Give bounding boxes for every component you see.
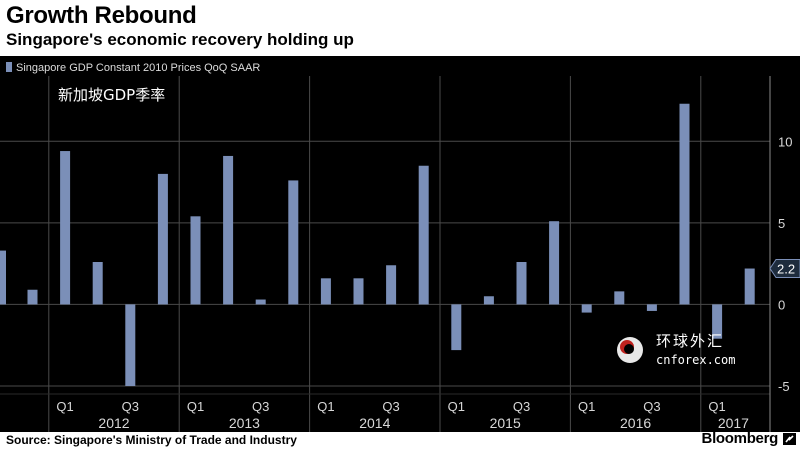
bar xyxy=(451,304,462,351)
year-label: 2013 xyxy=(229,415,260,431)
bar xyxy=(712,304,723,339)
x-tick-label: Q1 xyxy=(578,399,595,414)
watermark-logo-inner-icon xyxy=(624,344,634,354)
bar xyxy=(255,299,266,305)
y-tick-label: 5 xyxy=(778,216,785,231)
chart-subtitle: Singapore's economic recovery holding up xyxy=(6,30,354,49)
bar xyxy=(483,296,494,305)
source-note: Source: Singapore's Ministry of Trade an… xyxy=(6,433,297,447)
x-tick-label: Q1 xyxy=(56,399,73,414)
year-label: 2014 xyxy=(359,415,390,431)
x-tick-label: Q3 xyxy=(382,399,399,414)
bar xyxy=(353,278,364,305)
bar xyxy=(157,173,168,305)
bar xyxy=(614,291,625,305)
x-tick-label: Q3 xyxy=(643,399,660,414)
latest-value-label: 2.2 xyxy=(777,262,795,277)
bar xyxy=(60,151,71,305)
year-label: 2016 xyxy=(620,415,651,431)
x-tick-label: Q1 xyxy=(187,399,204,414)
bar xyxy=(516,262,527,305)
bar xyxy=(320,278,331,305)
bar xyxy=(549,221,560,305)
y-tick-label: 10 xyxy=(778,134,792,149)
y-tick-label: -5 xyxy=(778,379,790,394)
bar xyxy=(190,216,201,305)
bar xyxy=(679,103,690,305)
bar xyxy=(646,304,657,311)
bloomberg-logo-text: Bloomberg xyxy=(701,430,779,447)
bloomberg-mark-icon xyxy=(783,433,796,445)
bar xyxy=(223,155,234,305)
watermark-chinese: 环球外汇 xyxy=(656,332,724,350)
watermark-site: cnforex.com xyxy=(656,353,735,367)
bar xyxy=(386,265,397,305)
x-tick-label: Q1 xyxy=(448,399,465,414)
bar-partial xyxy=(0,250,6,305)
x-tick-label: Q1 xyxy=(708,399,725,414)
year-label: 2017 xyxy=(718,415,749,431)
x-tick-label: Q3 xyxy=(252,399,269,414)
x-tick-label: Q1 xyxy=(317,399,334,414)
bar xyxy=(125,304,136,386)
year-label: 2012 xyxy=(98,415,129,431)
bar-chart: -5 0 5 10 2.2 Singapore GDP Constant 2010 Pri… xyxy=(0,62,800,432)
legend-swatch xyxy=(6,62,12,72)
chart-title: Growth Rebound xyxy=(6,2,197,29)
plot-area: -5 0 5 10 2.2 Singapore GDP Constant 2010 Pri… xyxy=(0,56,800,432)
bar xyxy=(418,165,429,305)
bar xyxy=(581,304,592,313)
year-label: 2015 xyxy=(490,415,521,431)
bar xyxy=(744,268,755,305)
latest-value-tag xyxy=(769,259,800,279)
x-tick-label: Q3 xyxy=(122,399,139,414)
bar xyxy=(27,289,38,305)
bar xyxy=(92,262,103,305)
legend-label: Singapore GDP Constant 2010 Prices QoQ S… xyxy=(16,62,260,74)
chinese-annotation: 新加坡GDP季率 xyxy=(58,86,165,104)
bar xyxy=(288,180,299,305)
x-tick-label: Q3 xyxy=(513,399,530,414)
y-tick-label: 0 xyxy=(778,297,785,312)
